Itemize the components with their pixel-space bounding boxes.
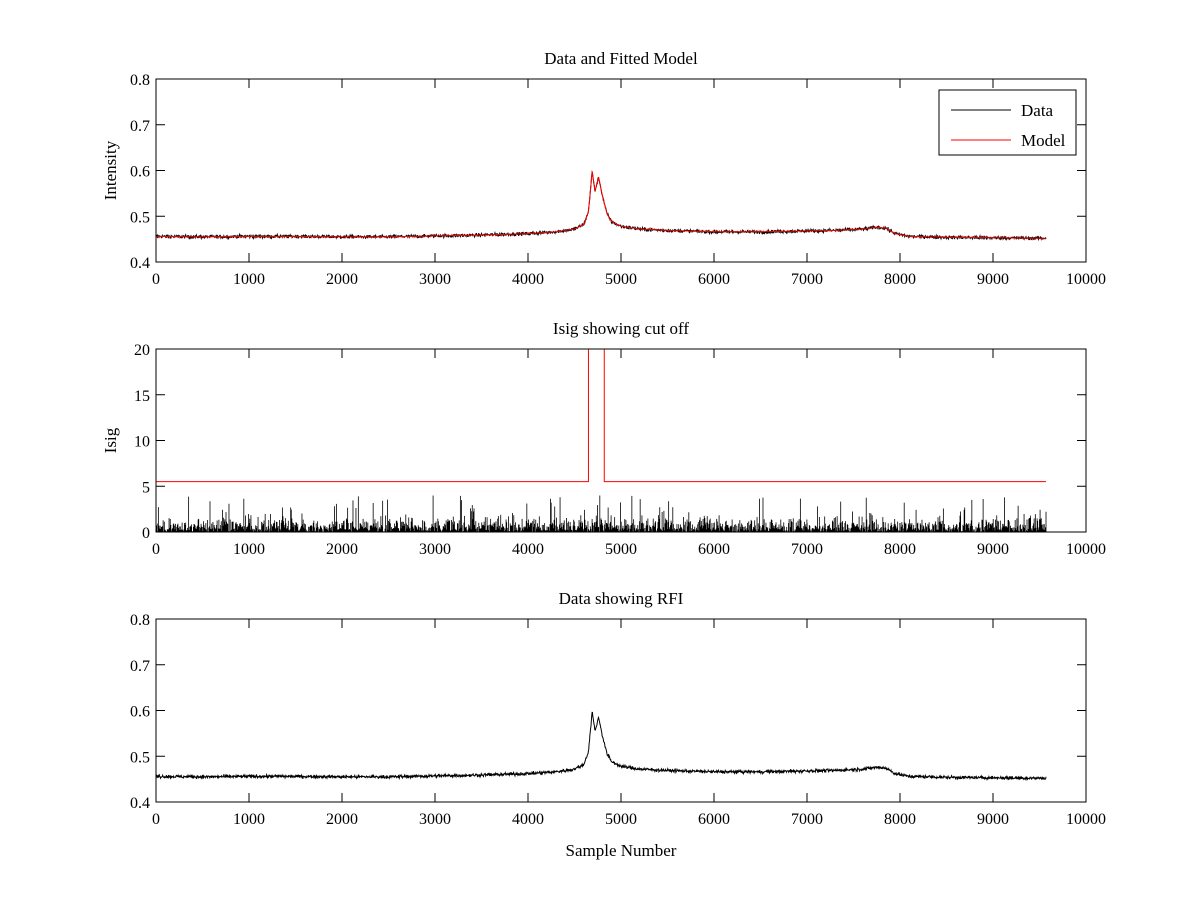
- series-1-line: [156, 711, 1047, 782]
- x-tick-label: 5000: [605, 271, 637, 288]
- x-tick-label: 2000: [326, 541, 358, 558]
- series-1-line: [156, 495, 1047, 532]
- legend-label-data: Data: [1021, 101, 1054, 120]
- y-tick-label: 0.4: [130, 795, 150, 812]
- x-tick-label: 9000: [977, 541, 1009, 558]
- y-tick-label: 15: [134, 388, 150, 405]
- x-tick-label: 3000: [419, 811, 451, 828]
- x-tick-label: 5000: [605, 541, 637, 558]
- x-tick-label: 0: [152, 541, 160, 558]
- x-tick-label: 7000: [791, 271, 823, 288]
- x-tick-label: 8000: [884, 541, 916, 558]
- x-tick-label: 0: [152, 811, 160, 828]
- legend-label-model: Model: [1021, 131, 1066, 150]
- x-tick-label: 10000: [1066, 541, 1106, 558]
- x-tick-label: 2000: [326, 811, 358, 828]
- y-tick-label: 10: [134, 434, 150, 451]
- x-tick-label: 1000: [233, 541, 265, 558]
- model-line: [156, 171, 1047, 239]
- axes-frame: [155, 618, 1087, 803]
- x-tick-label: 1000: [233, 271, 265, 288]
- y-tick-label: 0.8: [130, 72, 150, 89]
- chart-title: Data showing RFI: [559, 589, 684, 608]
- y-tick-label: 0.7: [130, 658, 150, 675]
- x-tick-label: 4000: [512, 811, 544, 828]
- x-axis-label: Sample Number: [566, 841, 677, 860]
- subplot-2: 0 1000 2000 3000 4000 5000 6000 7000 8000 9000 100…: [101, 319, 1106, 558]
- x-tick-label: 7000: [791, 541, 823, 558]
- x-tick-label: 4000: [512, 271, 544, 288]
- x-tick-label: 10000: [1066, 811, 1106, 828]
- y-axis-label: Isig: [101, 427, 120, 453]
- x-tick-label: 3000: [419, 541, 451, 558]
- legend-box: [938, 89, 1077, 156]
- x-tick-label: 7000: [791, 811, 823, 828]
- y-tick-label: 0.7: [130, 118, 150, 135]
- y-tick-label: 0.5: [130, 749, 150, 766]
- x-tick-label: 3000: [419, 271, 451, 288]
- y-tick-label: 0.6: [130, 164, 150, 181]
- data-line: [156, 170, 1047, 242]
- y-tick-label: 0.4: [130, 255, 150, 272]
- x-tick-label: 6000: [698, 811, 730, 828]
- series-2-line: [156, 349, 1047, 483]
- x-tick-label: 9000: [977, 811, 1009, 828]
- x-tick-label: 6000: [698, 541, 730, 558]
- x-tick-label: 5000: [605, 811, 637, 828]
- subplot-1: 0 1000 2000 3000 4000 5000 6000 7000 8000 9000 100…: [101, 49, 1106, 288]
- chart-title: Data and Fitted Model: [544, 49, 698, 68]
- y-tick-label: 5: [142, 479, 150, 496]
- y-tick-label: 0.6: [130, 704, 150, 721]
- y-tick-label: 0.8: [130, 612, 150, 629]
- x-tick-label: 0: [152, 271, 160, 288]
- y-tick-label: 0.5: [130, 209, 150, 226]
- x-tick-label: 9000: [977, 271, 1009, 288]
- x-tick-label: 10000: [1066, 271, 1106, 288]
- x-tick-label: 2000: [326, 271, 358, 288]
- y-axis-label: Intensity: [101, 140, 120, 200]
- subplot-3: 0 1000 2000 3000 4000 5000 6000 7000 8000 9000 100…: [130, 589, 1106, 860]
- chart-title: Isig showing cut off: [553, 319, 689, 338]
- y-tick-label: 0: [142, 525, 150, 542]
- x-tick-label: 8000: [884, 271, 916, 288]
- x-tick-label: 6000: [698, 271, 730, 288]
- x-tick-label: 1000: [233, 811, 265, 828]
- axes-frame: [155, 348, 1087, 533]
- y-tick-label: 20: [134, 342, 150, 359]
- x-tick-label: 8000: [884, 811, 916, 828]
- x-tick-label: 4000: [512, 541, 544, 558]
- legend: Data Model: [938, 89, 1077, 156]
